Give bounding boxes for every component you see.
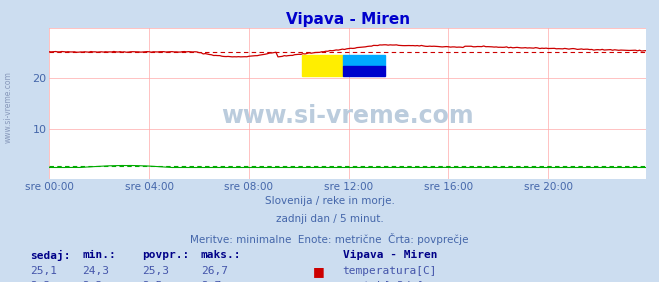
Text: 2,7: 2,7 — [201, 281, 221, 282]
Text: 2,5: 2,5 — [142, 281, 162, 282]
Text: ■: ■ — [313, 279, 325, 282]
Text: Meritve: minimalne  Enote: metrične  Črta: povprečje: Meritve: minimalne Enote: metrične Črta:… — [190, 233, 469, 245]
Text: 26,7: 26,7 — [201, 266, 228, 276]
Bar — [302, 55, 343, 76]
Text: Vipava - Miren: Vipava - Miren — [343, 250, 437, 260]
Text: www.si-vreme.com: www.si-vreme.com — [3, 71, 13, 143]
Text: sedaj:: sedaj: — [30, 250, 70, 261]
Text: zadnji dan / 5 minut.: zadnji dan / 5 minut. — [275, 214, 384, 224]
Text: www.si-vreme.com: www.si-vreme.com — [221, 104, 474, 128]
Bar — [343, 66, 386, 76]
Text: povpr.:: povpr.: — [142, 250, 189, 259]
Text: 24,3: 24,3 — [82, 266, 109, 276]
Text: 2,3: 2,3 — [30, 281, 50, 282]
Text: maks.:: maks.: — [201, 250, 241, 259]
Text: 25,1: 25,1 — [30, 266, 57, 276]
Title: Vipava - Miren: Vipava - Miren — [285, 12, 410, 27]
Text: 2,3: 2,3 — [82, 281, 103, 282]
Bar — [343, 55, 386, 66]
Text: ■: ■ — [313, 265, 325, 278]
Text: min.:: min.: — [82, 250, 116, 259]
Text: 25,3: 25,3 — [142, 266, 169, 276]
Text: pretok[m3/s]: pretok[m3/s] — [343, 281, 424, 282]
Text: Slovenija / reke in morje.: Slovenija / reke in morje. — [264, 196, 395, 206]
Text: temperatura[C]: temperatura[C] — [343, 266, 437, 276]
